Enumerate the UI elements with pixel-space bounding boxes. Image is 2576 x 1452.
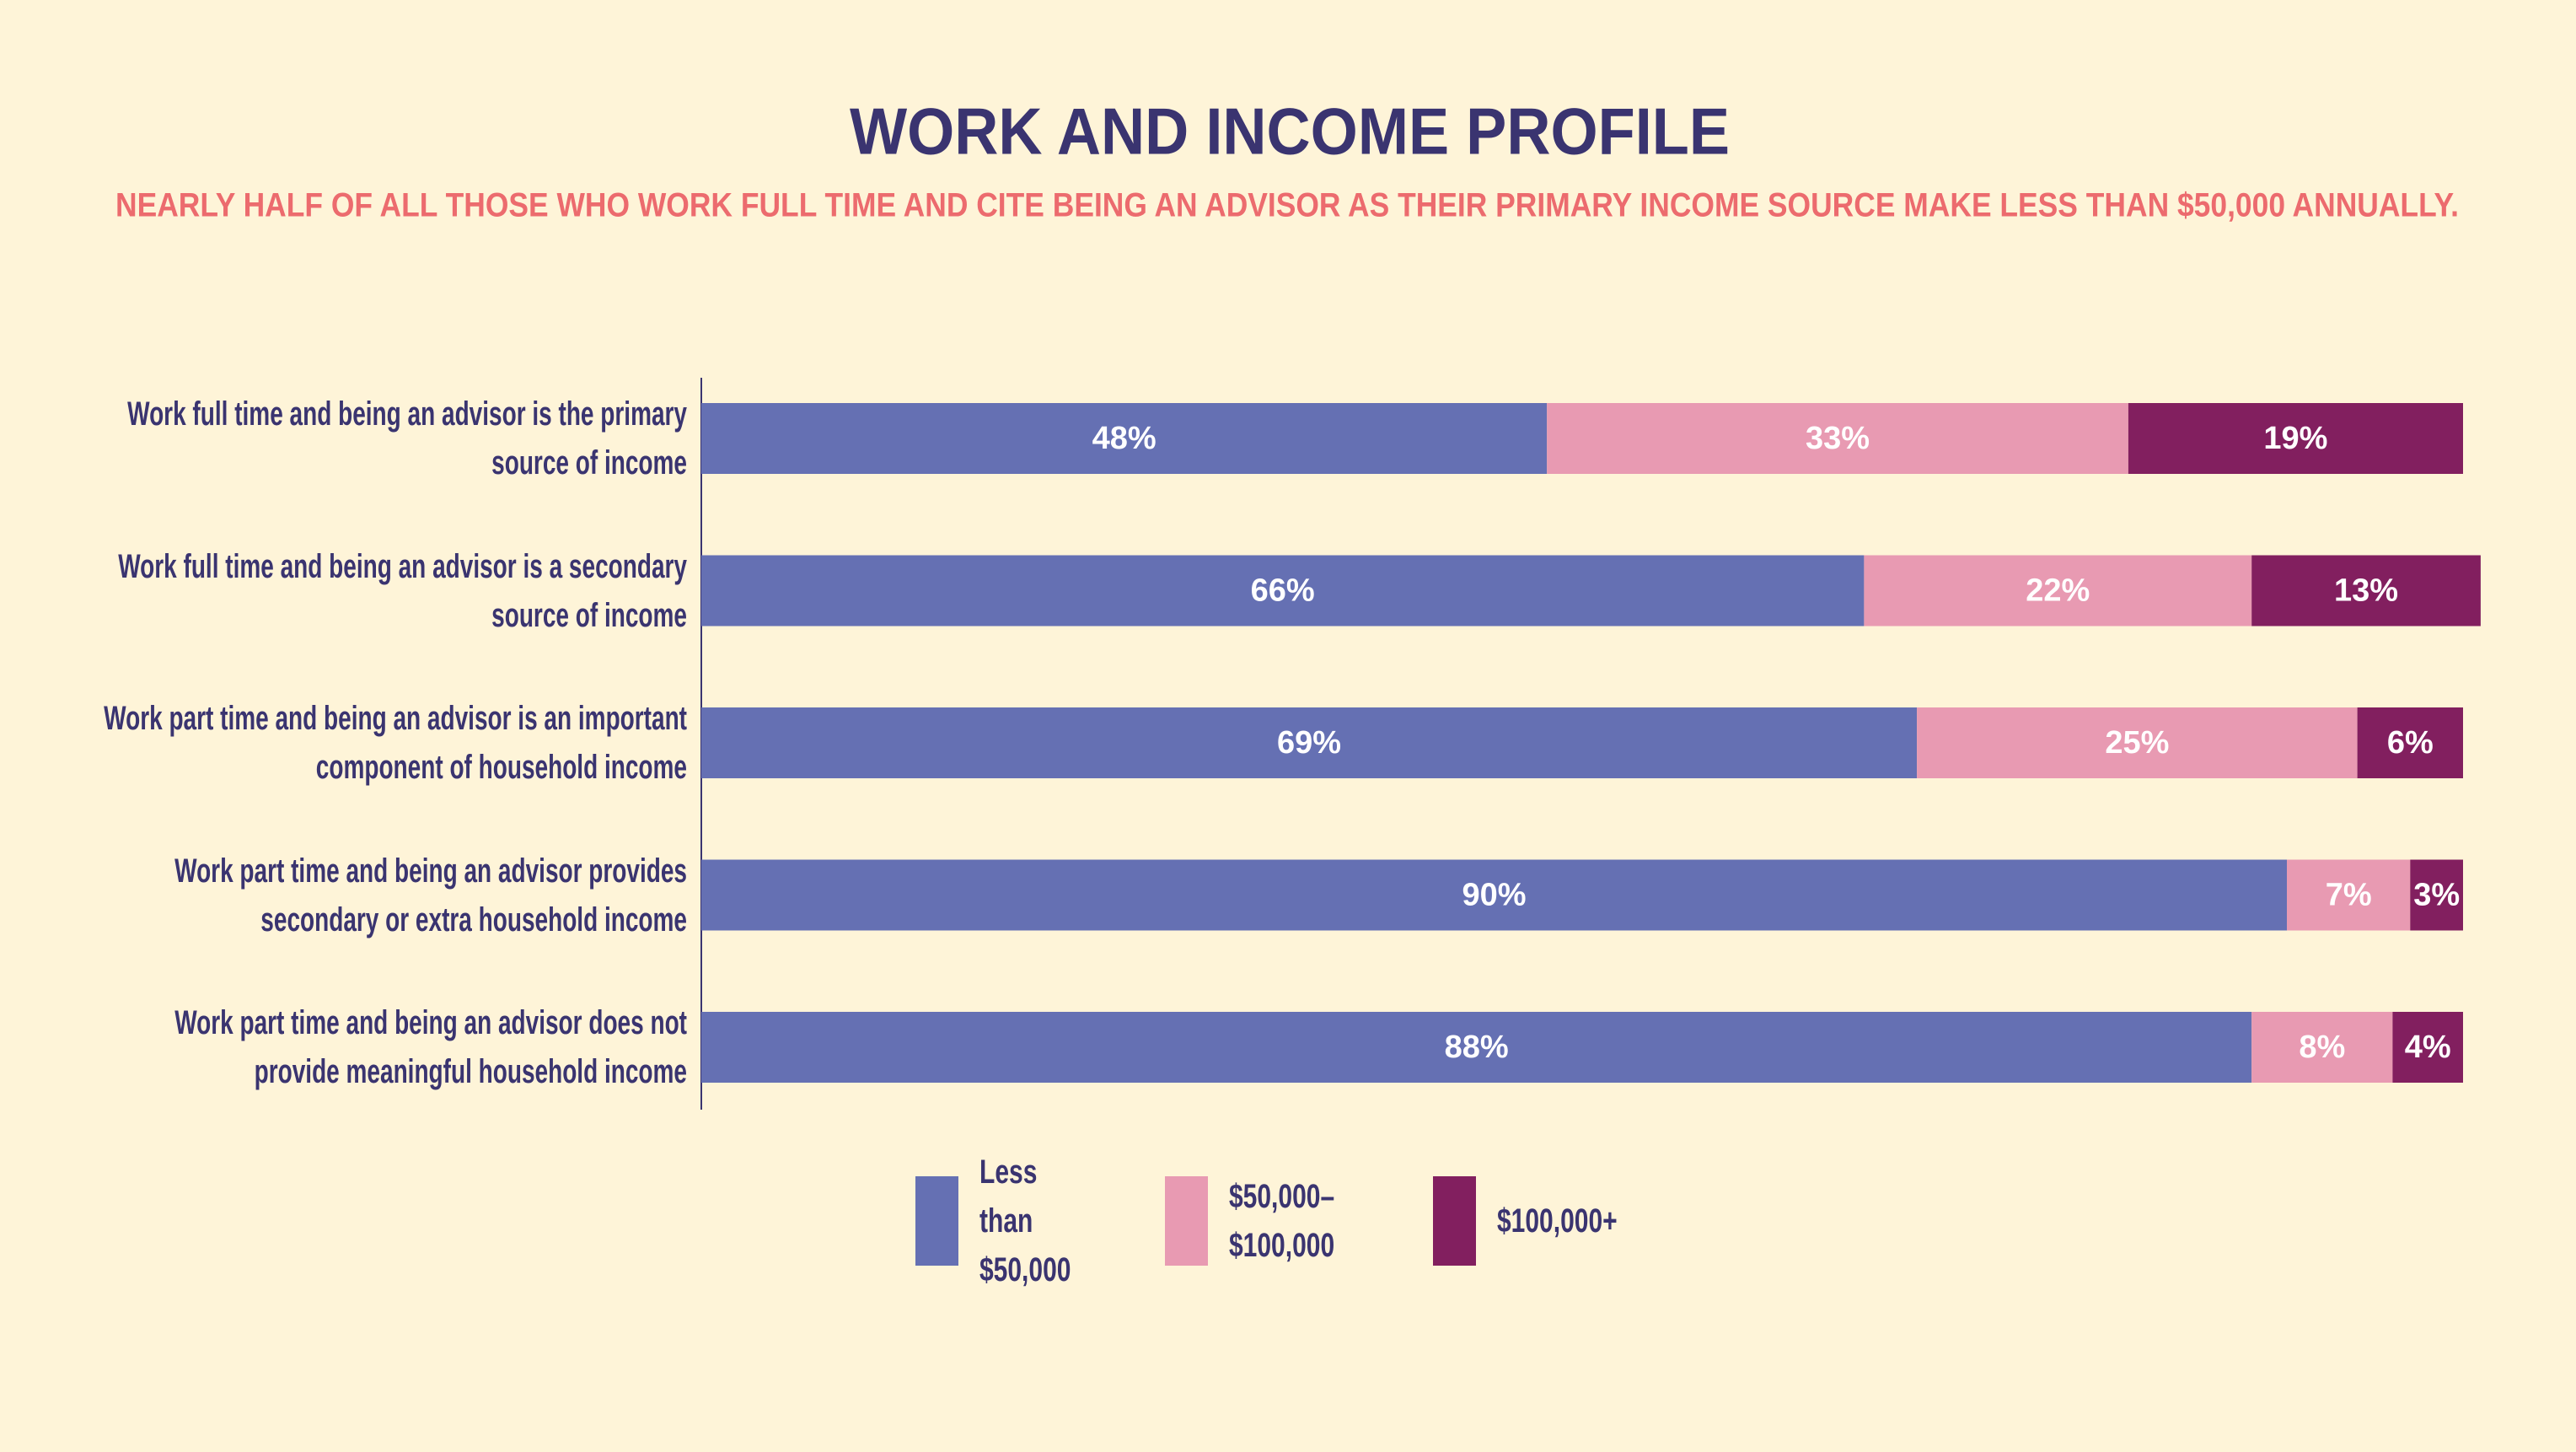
bar-segment (701, 1012, 2252, 1083)
category-label: Work part time and being an advisor prov… (174, 852, 687, 938)
bar-segment (2287, 859, 2411, 931)
value-label: 25% (2105, 725, 2169, 761)
value-label: 4% (2405, 1030, 2451, 1065)
bar-segment (2128, 403, 2463, 474)
value-label: 90% (1462, 878, 1526, 913)
legend-swatch (1165, 1176, 1208, 1266)
value-label: 69% (1277, 725, 1341, 761)
value-label: 88% (1445, 1030, 1509, 1065)
legend-swatch (1433, 1176, 1476, 1266)
bar-segment (1864, 555, 2252, 627)
category-label: Work full time and being an advisor is a… (118, 547, 688, 634)
bar-segment (701, 707, 1918, 778)
legend-label: $50,000–$100,000 (1229, 1178, 1335, 1264)
bar-segment (1917, 707, 2358, 778)
bar-segment (1547, 403, 2128, 474)
category-label: Work part time and being an advisor does… (174, 1004, 687, 1090)
legend-swatch (915, 1176, 958, 1266)
category-label: Work part time and being an advisor is a… (104, 700, 688, 786)
bar-segment (2251, 1012, 2393, 1083)
legend-label: Less than $50,000 (979, 1154, 1071, 1288)
value-label: 13% (2334, 573, 2398, 609)
value-label: 7% (2326, 878, 2372, 913)
value-label: 66% (1251, 573, 1315, 609)
value-label: 33% (1806, 421, 1870, 456)
category-label: Work full time and being an advisor is t… (127, 395, 687, 481)
value-label: 19% (2263, 421, 2327, 456)
bar-segment (2251, 555, 2481, 627)
chart-subtitle: NEARLY HALF OF ALL THOSE WHO WORK FULL T… (115, 187, 2459, 224)
value-label: 22% (2026, 573, 2090, 609)
value-label: 8% (2299, 1030, 2345, 1065)
legend-label: $100,000+ (1497, 1202, 1618, 1240)
bar-segment (701, 859, 2287, 931)
bar-segment (2392, 1012, 2463, 1083)
bar-segment (701, 403, 1548, 474)
value-label: 6% (2387, 725, 2434, 761)
bar-segment (2357, 707, 2463, 778)
value-label: 48% (1092, 421, 1157, 456)
chart-title: WORK AND INCOME PROFILE (850, 94, 1730, 169)
bar-segment (2410, 859, 2463, 931)
bar-segment (701, 555, 1865, 627)
value-label: 3% (2413, 878, 2460, 913)
